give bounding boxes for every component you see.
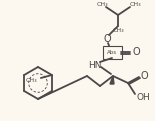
- Text: Abs: Abs: [107, 49, 117, 54]
- Text: OH: OH: [136, 92, 150, 102]
- Text: CH₃: CH₃: [112, 29, 124, 34]
- FancyBboxPatch shape: [102, 45, 122, 58]
- Text: CH₃: CH₃: [96, 3, 108, 8]
- Polygon shape: [110, 76, 114, 84]
- Text: CH₃: CH₃: [26, 77, 38, 83]
- Text: HN: HN: [88, 60, 102, 69]
- Text: O: O: [103, 34, 111, 44]
- Text: O: O: [140, 71, 148, 81]
- Text: O: O: [132, 47, 140, 57]
- Text: CH₃: CH₃: [129, 3, 141, 8]
